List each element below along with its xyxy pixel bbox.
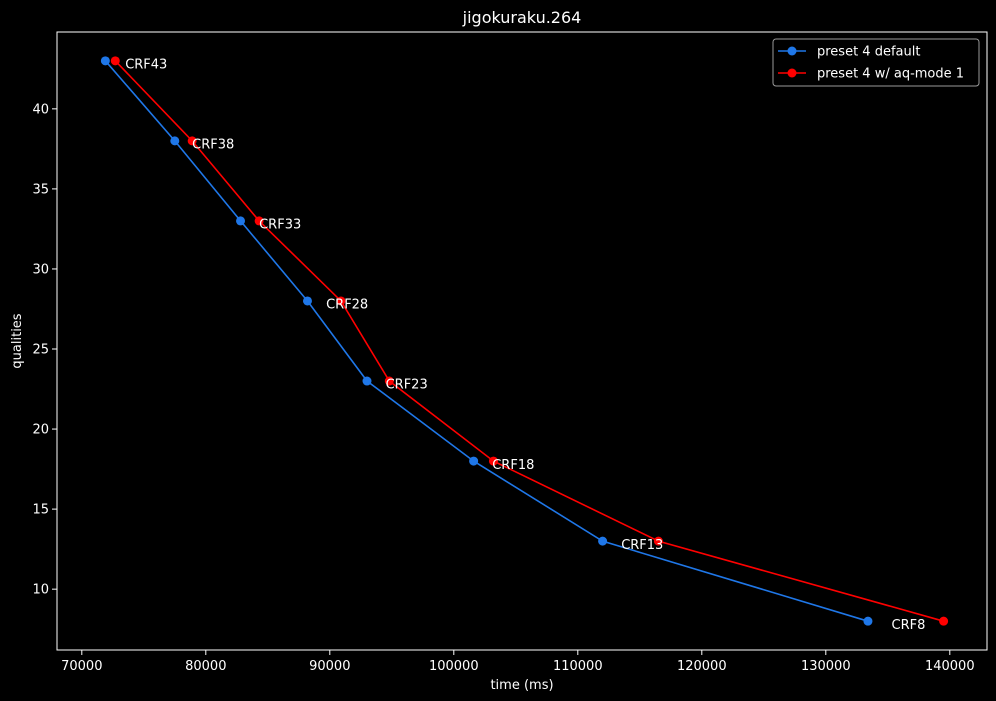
crf-annotation: CRF8 xyxy=(892,618,926,633)
series-2-point xyxy=(254,216,264,226)
legend-box xyxy=(772,38,980,87)
series-2-point xyxy=(939,616,949,626)
legend: preset 4 default preset 4 w/ aq-mode 1 xyxy=(772,38,980,87)
series-1-point xyxy=(170,136,180,146)
series-1-point xyxy=(863,616,873,626)
crf-annotation: CRF38 xyxy=(192,138,234,153)
y-tick-label: 30 xyxy=(32,262,49,277)
series-line-2 xyxy=(114,60,944,622)
series-2-point xyxy=(187,136,197,146)
y-tick-label: 35 xyxy=(32,182,49,197)
crf-annotation: CRF33 xyxy=(259,218,301,233)
legend-label: preset 4 w/ aq-mode 1 xyxy=(817,67,964,82)
x-axis-label: time (ms) xyxy=(490,678,553,693)
x-tick-label: 90000 xyxy=(309,659,350,674)
crf-annotation: CRF18 xyxy=(492,458,534,473)
crf-annotation: CRF43 xyxy=(125,58,167,73)
crf-annotation: CRF28 xyxy=(326,298,368,313)
legend-marker xyxy=(787,68,797,78)
y-tick-label: 20 xyxy=(32,423,49,438)
x-tick-label: 120000 xyxy=(677,659,727,674)
legend-label: preset 4 default xyxy=(817,45,920,60)
series-1-point xyxy=(469,456,479,466)
crf-annotation: CRF13 xyxy=(621,538,663,553)
x-tick-label: 140000 xyxy=(925,659,975,674)
series-2-point xyxy=(384,376,394,386)
series-2-point xyxy=(110,56,120,66)
series-1-point xyxy=(302,296,312,306)
x-tick-label: 130000 xyxy=(801,659,851,674)
series-line-1 xyxy=(104,60,869,622)
series-2-point xyxy=(488,456,498,466)
series-1-point xyxy=(362,376,372,386)
y-tick-label: 10 xyxy=(32,583,49,598)
x-tick-label: 100000 xyxy=(429,659,479,674)
y-tick-label: 25 xyxy=(32,343,49,358)
x-tick-label: 80000 xyxy=(185,659,226,674)
series-1-point xyxy=(598,536,608,546)
plot-frame xyxy=(56,31,988,651)
series-1-point xyxy=(100,56,110,66)
y-axis-label: qualities xyxy=(10,313,25,368)
x-tick-label: 70000 xyxy=(61,659,102,674)
x-tick-label: 110000 xyxy=(553,659,603,674)
series-1-point xyxy=(236,216,246,226)
series-2-point xyxy=(653,536,663,546)
crf-annotation: CRF23 xyxy=(386,378,428,393)
y-tick-label: 15 xyxy=(32,503,49,518)
y-tick-label: 40 xyxy=(32,102,49,117)
series-2-point xyxy=(336,296,346,306)
chart-title: jigokuraku.264 xyxy=(462,8,582,27)
legend-marker xyxy=(787,46,797,56)
plot-area: 70000 80000 90000 100000 110000 120000 130000 1… xyxy=(32,31,988,674)
